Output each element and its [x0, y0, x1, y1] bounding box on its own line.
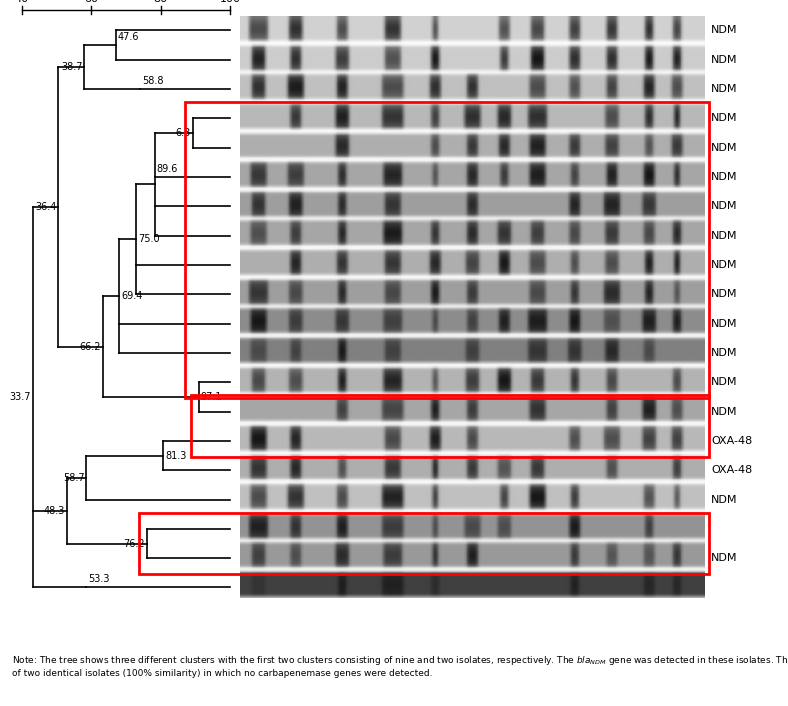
Bar — [139, 513, 709, 574]
Text: NDM: NDM — [712, 348, 738, 358]
Text: NDM: NDM — [712, 172, 738, 182]
Text: 76.2: 76.2 — [123, 539, 145, 549]
Text: NDM: NDM — [712, 407, 738, 417]
Text: 33.7: 33.7 — [9, 392, 31, 402]
Bar — [184, 102, 709, 398]
Bar — [191, 395, 709, 457]
Text: 81.3: 81.3 — [165, 450, 187, 460]
Text: 89.6: 89.6 — [157, 164, 178, 174]
Text: OXA-48: OXA-48 — [712, 436, 753, 446]
Text: NDM: NDM — [712, 114, 738, 124]
Text: OXA-48: OXA-48 — [712, 465, 753, 475]
Text: NDM: NDM — [712, 25, 738, 35]
Text: 58.8: 58.8 — [142, 76, 164, 86]
Text: NDM: NDM — [712, 231, 738, 241]
Text: 6.3: 6.3 — [175, 128, 191, 138]
Text: NDM: NDM — [712, 289, 738, 299]
Text: 40: 40 — [15, 0, 29, 4]
Text: 47.6: 47.6 — [118, 32, 139, 42]
Text: NDM: NDM — [712, 84, 738, 94]
Text: 38.7: 38.7 — [61, 62, 83, 72]
Text: 58.7: 58.7 — [63, 472, 84, 482]
Text: 48.3: 48.3 — [44, 505, 65, 515]
Text: NDM: NDM — [712, 260, 738, 270]
Text: NDM: NDM — [712, 54, 738, 65]
Text: NDM: NDM — [712, 318, 738, 328]
Text: 75.0: 75.0 — [138, 234, 160, 244]
Text: NDM: NDM — [712, 201, 738, 211]
Text: 80: 80 — [154, 0, 168, 4]
Text: 100: 100 — [220, 0, 240, 4]
Text: 69.4: 69.4 — [121, 291, 143, 301]
Text: NDM: NDM — [712, 143, 738, 152]
Text: 53.3: 53.3 — [88, 575, 110, 585]
Text: 36.4: 36.4 — [35, 202, 57, 212]
Text: NDM: NDM — [712, 554, 738, 563]
Text: Note: The tree shows three different clusters with the first two clusters consis: Note: The tree shows three different clu… — [12, 654, 788, 678]
Text: 60: 60 — [84, 0, 98, 4]
Text: 66.2: 66.2 — [80, 342, 101, 352]
Text: NDM: NDM — [712, 494, 738, 505]
Text: NDM: NDM — [712, 377, 738, 388]
Text: 97.1: 97.1 — [201, 392, 222, 402]
